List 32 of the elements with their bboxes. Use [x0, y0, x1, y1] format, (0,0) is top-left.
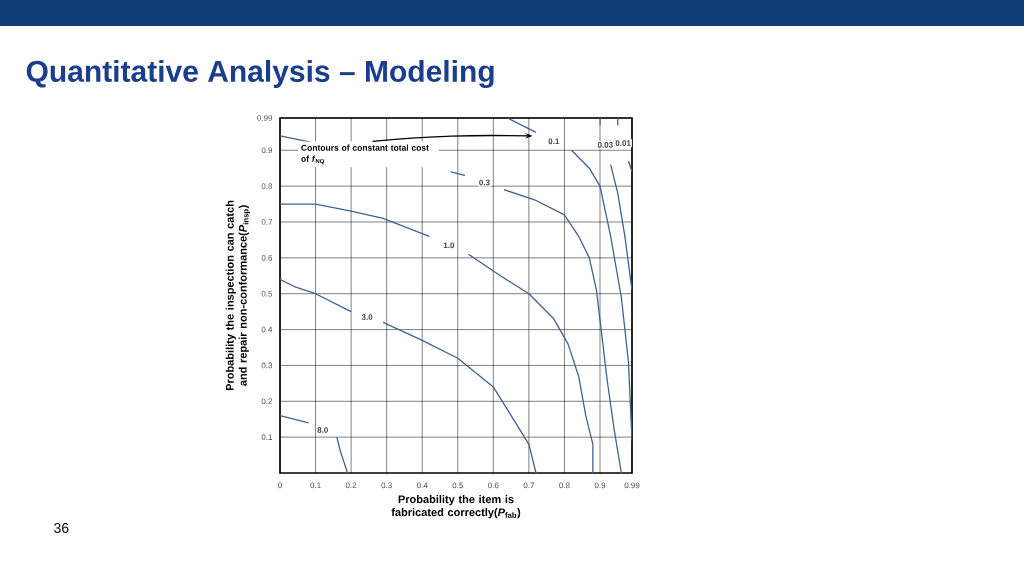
x-axis-title: Probability the item is fabricated correctly(P$_{fab}$): [391, 495, 521, 519]
y-tick-label: 0.99: [257, 115, 273, 121]
x-tick-label: 0.3: [381, 482, 392, 489]
text: 0.03: [597, 142, 613, 148]
y-tick-label: 0.4: [261, 326, 273, 333]
x-tick-label: 0.9: [594, 482, 606, 489]
y-tick-label: 0.1: [261, 434, 273, 440]
series-label: 8.0: [317, 427, 328, 433]
x-tick-label: 0.99: [624, 482, 640, 489]
y-tick-label: 0.9: [261, 147, 273, 154]
x-tick-label: 0: [278, 482, 282, 489]
x-tick-label: 0.5: [452, 482, 463, 489]
y-tick-label: 0.7: [261, 219, 273, 225]
series-label: 1.0: [443, 242, 455, 249]
x-tick-label: 0.6: [488, 482, 499, 489]
series-label: 0.3: [479, 179, 490, 186]
y-tick-label: 0.5: [261, 290, 273, 297]
y-tick-label: 0.3: [261, 362, 273, 369]
series-label: 3.0: [361, 314, 373, 320]
x-tick-label: 0.2: [345, 482, 357, 489]
y-tick-label: 0.6: [261, 255, 273, 261]
text: 36: [54, 523, 69, 533]
x-tick-label: 0.4: [416, 482, 428, 489]
x-tick-label: 0.1: [310, 482, 321, 489]
series-label: 0.01: [615, 140, 631, 146]
x-tick-label: 0.8: [559, 482, 570, 489]
series-label: 0.1: [548, 138, 560, 145]
x-tick-label: 0.7: [523, 482, 535, 489]
y-tick-label: 0.2: [261, 398, 273, 405]
chart-title: Quantitative Analysis – Modeling: [26, 59, 494, 89]
annotation: Contours of constant total cost of f$_{NQ}$: [301, 144, 429, 165]
y-tick-label: 0.8: [261, 183, 273, 189]
